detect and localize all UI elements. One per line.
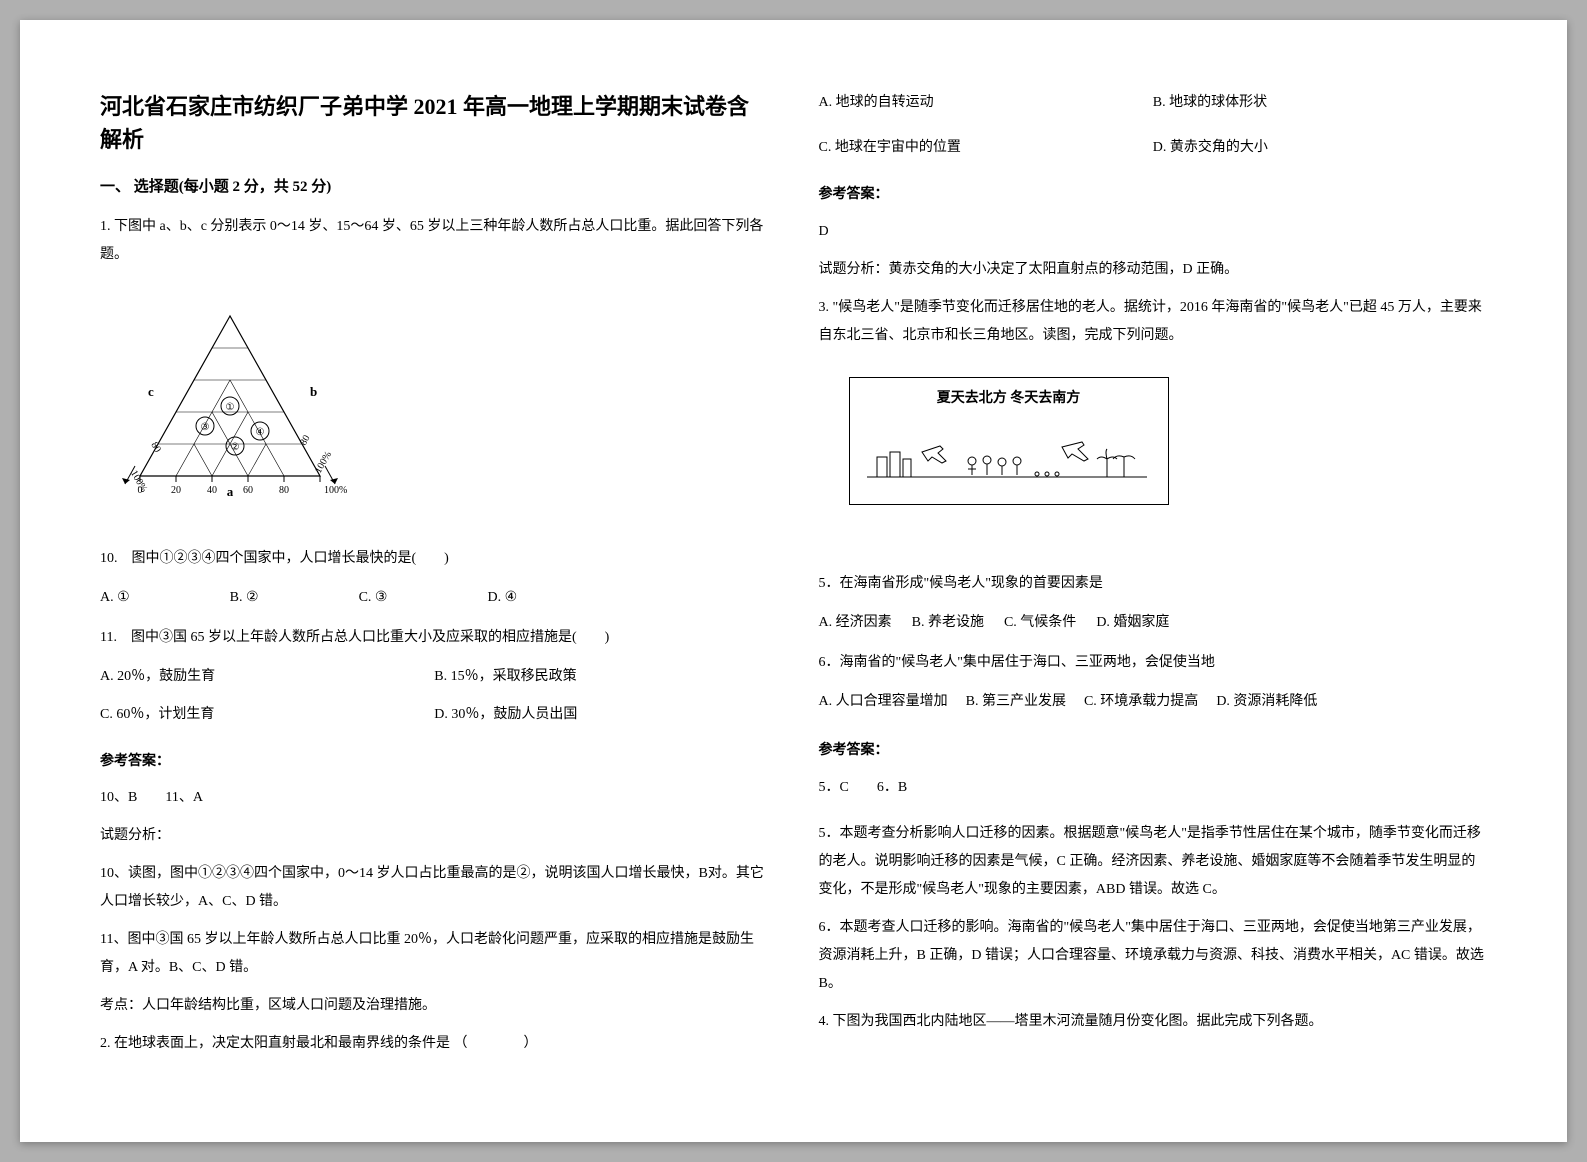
opt-b: B. 第三产业发展 — [966, 689, 1066, 714]
left-column: 河北省石家庄市纺织厂子弟中学 2021 年高一地理上学期期末试卷含解析 一、 选… — [100, 90, 769, 1102]
ans1-a11: 11、图中③国 65 岁以上年龄人数所占总人口比重 20％，人口老龄化问题严重，… — [100, 926, 769, 982]
answer-label-3: 参考答案： — [819, 738, 1488, 763]
opt-b: B. 地球的球体形状 — [1153, 90, 1487, 115]
opt-d: D. 资源消耗降低 — [1216, 689, 1317, 714]
answer-label-1: 参考答案： — [100, 749, 769, 774]
opt-b: B. 15％，采取移民政策 — [434, 664, 768, 689]
point-3: ③ — [201, 422, 210, 433]
axis-a: a — [227, 484, 234, 499]
spacer — [819, 812, 1488, 820]
svg-text:40: 40 — [207, 485, 217, 496]
opt-c: C. 60％，计划生育 — [100, 702, 434, 727]
svg-text:100%: 100% — [128, 469, 149, 495]
q3-intro: 3. "候鸟老人"是随季节变化而迁移居住地的老人。据统计，2016 年海南省的"… — [819, 294, 1488, 350]
opt-c: C. 地球在宇宙中的位置 — [819, 135, 1153, 160]
q1-sub10-options: A. ① B. ② C. ③ D. ④ — [100, 585, 769, 610]
svg-text:80: 80 — [279, 485, 289, 496]
ans1-point: 考点：人口年龄结构比重，区域人口问题及治理措施。 — [100, 992, 769, 1020]
q1-sub11-row1: A. 20％，鼓励生育 B. 15％，采取移民政策 — [100, 664, 769, 689]
triangle-svg: ③ ① ④ ② a b c 0 20 40 60 80 100% 80 — [110, 296, 350, 516]
ans3-a5: 5．本题考查分析影响人口迁移的因素。根据题意"候鸟老人"是指季节性居住在某个城市… — [819, 820, 1488, 904]
opt-d: D. 30％，鼓励人员出国 — [434, 702, 768, 727]
q2-row2: C. 地球在宇宙中的位置 D. 黄赤交角的大小 — [819, 135, 1488, 160]
section-1-header: 一、 选择题(每小题 2 分，共 52 分) — [100, 174, 769, 201]
axis-c: c — [148, 384, 154, 399]
ans1-analysis-label: 试题分析： — [100, 822, 769, 850]
q3-sub5: 5．在海南省形成"候鸟老人"现象的首要因素是 — [819, 570, 1488, 598]
svg-text:80: 80 — [148, 440, 163, 454]
q2-row1: A. 地球的自转运动 B. 地球的球体形状 — [819, 90, 1488, 115]
q4-text: 4. 下图为我国西北内陆地区——塔里木河流量随月份变化图。据此完成下列各题。 — [819, 1008, 1488, 1036]
opt-c: C. ③ — [359, 585, 388, 610]
answer-label-2: 参考答案： — [819, 182, 1488, 207]
q2-text: 2. 在地球表面上，决定太阳直射最北和最南界线的条件是 （ ） — [100, 1030, 769, 1058]
axis-b: b — [310, 384, 317, 399]
ans2-analysis: 试题分析：黄赤交角的大小决定了太阳直射点的移动范围，D 正确。 — [819, 256, 1488, 284]
opt-d: D. 婚姻家庭 — [1096, 610, 1169, 635]
q3-sub6: 6．海南省的"候鸟老人"集中居住于海口、三亚两地，会促使当地 — [819, 649, 1488, 677]
ans3-a6: 6．本题考查人口迁移的影响。海南省的"候鸟老人"集中居住于海口、三亚两地，会促使… — [819, 914, 1488, 998]
q1-intro: 1. 下图中 a、b、c 分别表示 0～14 岁、15～64 岁、65 岁以上三… — [100, 213, 769, 269]
opt-a: A. 20％，鼓励生育 — [100, 664, 434, 689]
triangle-diagram: ③ ① ④ ② a b c 0 20 40 60 80 100% 80 — [110, 296, 769, 525]
point-2: ② — [231, 442, 240, 453]
opt-b: B. 养老设施 — [912, 610, 984, 635]
svg-text:80: 80 — [298, 433, 313, 447]
svg-text:20: 20 — [171, 485, 181, 496]
opt-d: D. 黄赤交角的大小 — [1153, 135, 1487, 160]
svg-text:100%: 100% — [313, 450, 334, 476]
q1-sub10: 10. 图中①②③④四个国家中，人口增长最快的是( ) — [100, 545, 769, 573]
q3-sub5-options: A. 经济因素 B. 养老设施 C. 气候条件 D. 婚姻家庭 — [819, 610, 1488, 635]
q1-sub11: 11. 图中③国 65 岁以上年龄人数所占总人口比重大小及应采取的相应措施是( … — [100, 624, 769, 652]
opt-a: A. 经济因素 — [819, 610, 892, 635]
spacer — [819, 127, 1488, 135]
opt-a: A. ① — [100, 585, 130, 610]
migration-label: 夏天去北方 冬天去南方 — [862, 386, 1156, 411]
migration-diagram: 夏天去北方 冬天去南方 — [849, 377, 1169, 505]
opt-d: D. ④ — [487, 585, 517, 610]
migration-svg — [862, 417, 1152, 487]
spacer — [819, 530, 1488, 570]
opt-c: C. 环境承载力提高 — [1084, 689, 1198, 714]
point-1: ① — [226, 402, 235, 413]
opt-c: C. 气候条件 — [1004, 610, 1076, 635]
right-column: A. 地球的自转运动 B. 地球的球体形状 C. 地球在宇宙中的位置 D. 黄赤… — [819, 90, 1488, 1102]
exam-page: 河北省石家庄市纺织厂子弟中学 2021 年高一地理上学期期末试卷含解析 一、 选… — [20, 20, 1567, 1142]
ans1-a10: 10、读图，图中①②③④四个国家中，0～14 岁人口占比重最高的是②，说明该国人… — [100, 860, 769, 916]
exam-title: 河北省石家庄市纺织厂子弟中学 2021 年高一地理上学期期末试卷含解析 — [100, 90, 769, 156]
q1-sub11-row2: C. 60％，计划生育 D. 30％，鼓励人员出国 — [100, 702, 769, 727]
opt-a: A. 地球的自转运动 — [819, 90, 1153, 115]
ans2-key: D — [819, 218, 1488, 246]
svg-text:100%: 100% — [324, 485, 347, 496]
point-4: ④ — [256, 427, 265, 438]
svg-text:60: 60 — [243, 485, 253, 496]
ans1-key: 10、B 11、A — [100, 784, 769, 812]
opt-a: A. 人口合理容量增加 — [819, 689, 948, 714]
q3-sub6-options: A. 人口合理容量增加 B. 第三产业发展 C. 环境承载力提高 D. 资源消耗… — [819, 689, 1488, 714]
ans3-key: 5．C 6．B — [819, 774, 1488, 802]
opt-b: B. ② — [230, 585, 259, 610]
